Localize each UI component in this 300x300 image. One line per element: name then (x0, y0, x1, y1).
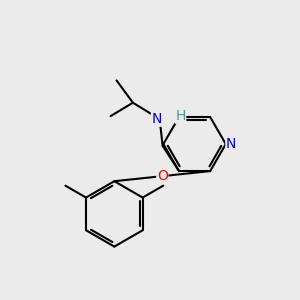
Text: N: N (152, 112, 162, 126)
Text: H: H (175, 109, 186, 123)
Text: O: O (157, 169, 168, 183)
Text: N: N (226, 137, 236, 151)
